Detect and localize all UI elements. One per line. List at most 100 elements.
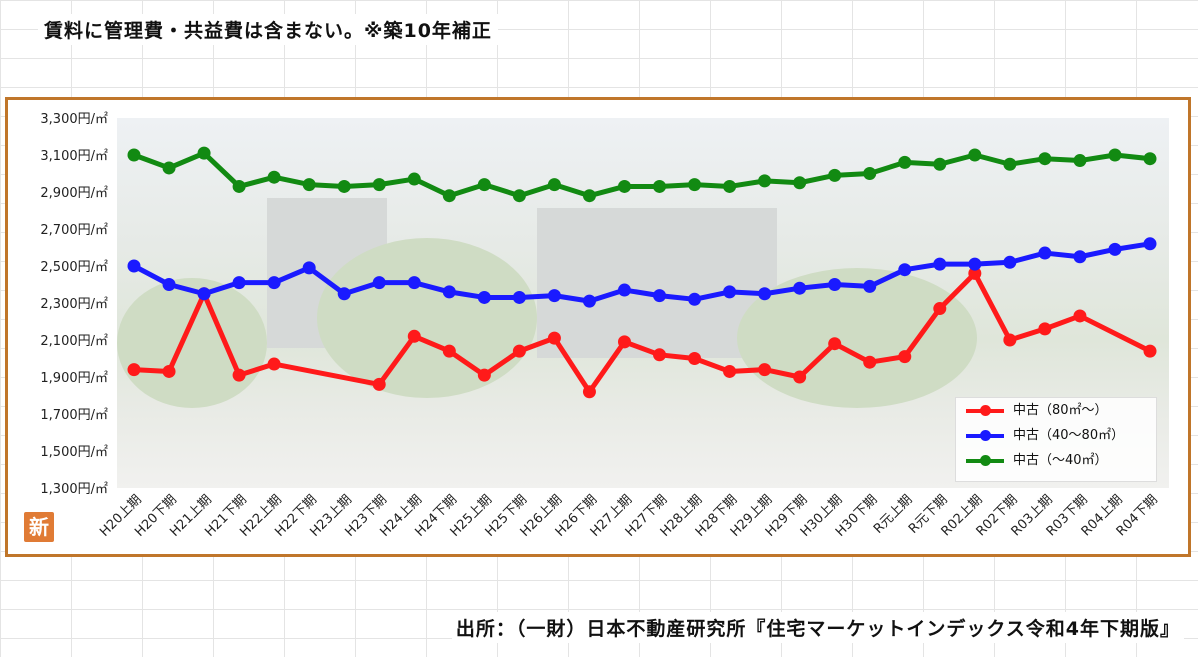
data-point bbox=[758, 363, 772, 377]
legend-item: 中古（40～80㎡） bbox=[956, 423, 1156, 448]
legend-label: 中古（40～80㎡） bbox=[1013, 428, 1125, 443]
data-point bbox=[442, 189, 456, 203]
legend-marker bbox=[980, 455, 991, 466]
data-point bbox=[688, 178, 702, 192]
y-tick-label: 2,700円/㎡ bbox=[40, 223, 108, 238]
data-point bbox=[898, 263, 912, 277]
data-point bbox=[477, 290, 491, 304]
series-line bbox=[133, 150, 1151, 199]
chart-legend: 中古（80㎡～） 中古（40～80㎡） 中古（～40㎡） bbox=[955, 397, 1157, 482]
data-point bbox=[1143, 152, 1157, 166]
data-point bbox=[127, 363, 141, 377]
data-point bbox=[653, 179, 667, 193]
background-tree bbox=[117, 278, 267, 408]
data-point bbox=[127, 148, 141, 162]
data-point bbox=[197, 146, 211, 160]
y-tick-label: 2,300円/㎡ bbox=[40, 297, 108, 312]
y-tick-label: 1,300円/㎡ bbox=[40, 482, 108, 497]
data-point bbox=[688, 292, 702, 306]
data-point bbox=[1108, 242, 1122, 256]
data-point bbox=[968, 148, 982, 162]
data-point bbox=[547, 178, 561, 192]
y-tick-label: 2,500円/㎡ bbox=[40, 260, 108, 275]
header-note: 賃料に管理費・共益費は含まない。※築10年補正 bbox=[38, 14, 498, 45]
data-point bbox=[863, 167, 877, 180]
data-point bbox=[828, 168, 842, 182]
data-point bbox=[617, 179, 631, 193]
data-point bbox=[653, 289, 667, 303]
legend-marker bbox=[980, 405, 991, 416]
data-point bbox=[1073, 309, 1087, 323]
data-point bbox=[302, 178, 316, 192]
data-point bbox=[863, 279, 877, 293]
data-point bbox=[512, 290, 526, 304]
y-tick-label: 2,100円/㎡ bbox=[40, 334, 108, 349]
y-tick-label: 1,500円/㎡ bbox=[40, 445, 108, 460]
data-point bbox=[267, 357, 281, 371]
data-point bbox=[1003, 333, 1017, 347]
legend-label: 中古（～40㎡） bbox=[1013, 453, 1108, 468]
data-point bbox=[933, 257, 947, 271]
data-point bbox=[197, 287, 211, 301]
data-point bbox=[898, 155, 912, 169]
data-point bbox=[933, 157, 947, 171]
data-point bbox=[1073, 250, 1087, 264]
data-point bbox=[337, 179, 351, 193]
data-point bbox=[372, 377, 386, 391]
data-point bbox=[582, 385, 596, 399]
y-tick-label: 1,700円/㎡ bbox=[40, 408, 108, 423]
background-tree bbox=[317, 238, 537, 398]
data-point bbox=[232, 368, 246, 382]
data-point bbox=[793, 281, 807, 295]
data-point bbox=[828, 337, 842, 351]
data-point bbox=[407, 329, 421, 343]
data-point bbox=[898, 350, 912, 364]
legend-item: 中古（～40㎡） bbox=[956, 448, 1156, 473]
data-point bbox=[127, 259, 141, 273]
data-point bbox=[1143, 237, 1157, 251]
data-point bbox=[512, 344, 526, 358]
data-point bbox=[162, 364, 176, 378]
new-badge: 新 bbox=[24, 512, 54, 542]
data-point bbox=[407, 276, 421, 290]
data-point bbox=[1003, 157, 1017, 171]
data-point bbox=[1038, 152, 1052, 166]
data-point bbox=[758, 287, 772, 301]
data-point bbox=[512, 189, 526, 203]
data-point bbox=[1003, 255, 1017, 269]
data-point bbox=[372, 178, 386, 192]
data-point bbox=[1108, 148, 1122, 162]
data-point bbox=[442, 285, 456, 299]
data-point bbox=[267, 276, 281, 290]
data-point bbox=[547, 331, 561, 345]
series-line bbox=[132, 241, 1151, 304]
legend-item: 中古（80㎡～） bbox=[956, 398, 1156, 423]
data-point bbox=[232, 179, 246, 193]
data-point bbox=[547, 289, 561, 303]
data-point bbox=[337, 287, 351, 301]
data-point bbox=[863, 355, 877, 369]
data-point bbox=[1143, 344, 1157, 358]
data-point bbox=[1038, 246, 1052, 260]
data-point bbox=[162, 161, 176, 175]
data-point bbox=[793, 370, 807, 384]
data-point bbox=[933, 302, 947, 316]
data-point bbox=[582, 294, 596, 308]
data-point bbox=[302, 261, 316, 275]
legend-marker bbox=[980, 430, 991, 441]
y-tick-label: 3,100円/㎡ bbox=[40, 149, 108, 164]
data-point bbox=[723, 285, 737, 299]
data-point bbox=[442, 344, 456, 358]
data-point bbox=[1038, 322, 1052, 336]
data-point bbox=[372, 276, 386, 290]
y-tick-label: 2,900円/㎡ bbox=[40, 186, 108, 201]
y-tick-label: 3,300円/㎡ bbox=[40, 112, 108, 127]
data-point bbox=[407, 172, 421, 186]
data-point bbox=[232, 276, 246, 290]
data-point bbox=[1073, 154, 1087, 168]
data-point bbox=[617, 283, 631, 297]
data-point bbox=[582, 189, 596, 203]
data-point bbox=[267, 170, 281, 184]
data-point bbox=[968, 257, 982, 271]
y-tick-label: 1,900円/㎡ bbox=[40, 371, 108, 386]
